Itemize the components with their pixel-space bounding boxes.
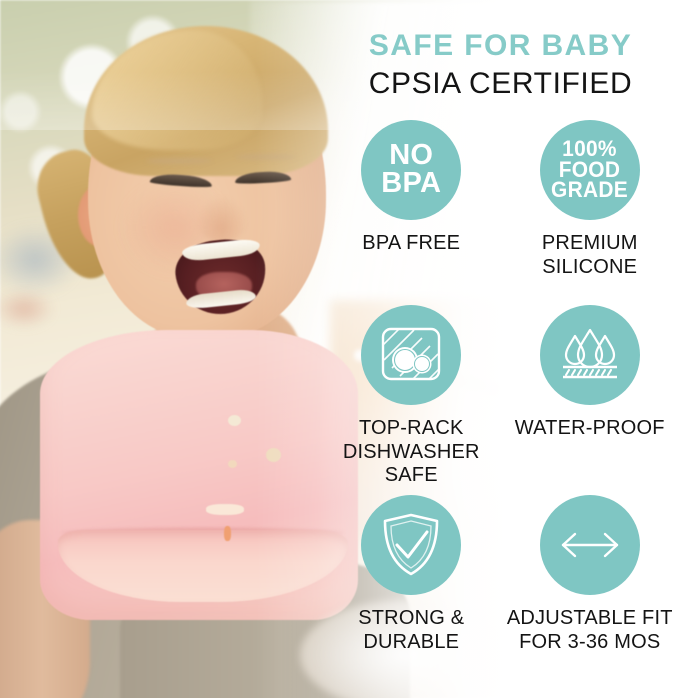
page-title-primary: SAFE FOR BABY [368, 29, 633, 62]
caption-line: PREMIUM [541, 232, 638, 254]
feature-caption: BPA FREE [362, 232, 460, 256]
header: SAFE FOR BABY CPSIA CERTIFIED [322, 30, 679, 99]
caption-line: DURABLE [363, 630, 460, 653]
caption-line: TOP-RACK [358, 417, 464, 439]
feature-strong-durable: STRONG & DURABLE [322, 495, 501, 690]
caption-line: SAFE [384, 464, 438, 487]
badge-line: BPA [381, 167, 442, 199]
water-droplets-icon [539, 305, 640, 405]
badge-line: 100% [562, 135, 618, 161]
no-bpa-badge-icon: NO BPA [361, 120, 462, 220]
caption-line: DISHWASHER [342, 440, 480, 463]
feature-caption: PREMIUM SILICONE [542, 232, 638, 279]
dishwasher-icon [361, 305, 462, 405]
feature-caption: STRONG & DURABLE [358, 607, 464, 654]
badge-line: GRADE [551, 177, 629, 203]
caption-line: WATER-PROOF [514, 417, 665, 439]
feature-caption: ADJUSTABLE FIT FOR 3-36 MOS [507, 607, 673, 654]
caption-line: FOR 3-36 MOS [519, 630, 661, 653]
feature-bpa-free: NO BPA BPA FREE [322, 120, 501, 305]
feature-adjustable-fit: ADJUSTABLE FIT FOR 3-36 MOS [501, 495, 679, 690]
double-arrow-icon [539, 495, 640, 595]
feature-premium-silicone: 100% FOOD GRADE PREMIUM SILICONE [501, 120, 679, 305]
shield-check-icon [361, 495, 462, 595]
feature-caption: WATER-PROOF [515, 417, 665, 441]
page-title-secondary: CPSIA CERTIFIED [368, 66, 633, 100]
caption-line: STRONG & [358, 607, 465, 629]
feature-panel: SAFE FOR BABY CPSIA CERTIFIED NO BPA BPA… [322, 0, 679, 698]
caption-line: SILICONE [542, 255, 638, 278]
feature-dishwasher-safe: TOP-RACK DISHWASHER SAFE [322, 305, 501, 495]
caption-line: ADJUSTABLE FIT [506, 607, 673, 629]
food-grade-badge-icon: 100% FOOD GRADE [539, 120, 640, 220]
feature-water-proof: WATER-PROOF [501, 305, 679, 495]
photo-white-fade-top [0, 0, 510, 130]
feature-caption: TOP-RACK DISHWASHER SAFE [343, 417, 480, 488]
feature-grid: NO BPA BPA FREE 100% FOOD GRADE [322, 120, 679, 690]
badge-line: NO [389, 139, 434, 172]
badge-line: FOOD [558, 156, 621, 182]
caption-line: BPA FREE [362, 232, 461, 254]
